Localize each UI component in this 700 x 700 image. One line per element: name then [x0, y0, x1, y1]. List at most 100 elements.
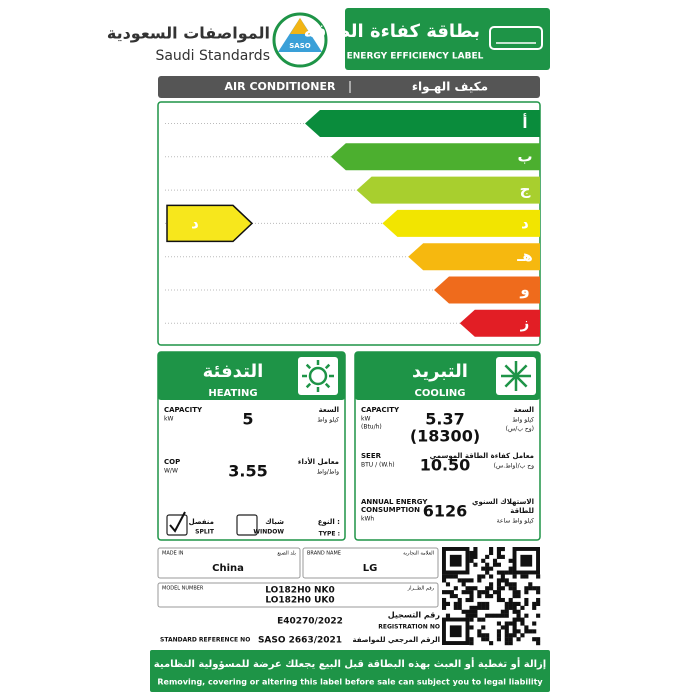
rating-letter: د [191, 214, 199, 232]
type-option-en: SPLIT [195, 529, 215, 536]
qr-module [500, 578, 505, 583]
qr-module [528, 586, 533, 591]
qr-module [485, 605, 490, 610]
qr-module [469, 625, 474, 630]
type-label-en: TYPE : [319, 531, 340, 538]
qr-module [504, 613, 509, 618]
row-label-en: ANNUAL ENERGY [361, 498, 428, 506]
qr-module [496, 547, 501, 552]
qr-module [496, 590, 501, 595]
qr-module [449, 594, 454, 599]
sun-ray [305, 382, 312, 389]
qr-module [504, 570, 509, 575]
qr-module [500, 547, 505, 552]
qr-module [500, 609, 505, 614]
product-bar [158, 76, 540, 98]
qr-module [532, 637, 537, 642]
logo-shape [278, 18, 322, 52]
row-unit-en: kWh [361, 516, 374, 523]
qr-module [496, 562, 501, 567]
row-unit-ar: واط/واط [317, 469, 339, 476]
qr-module [492, 613, 498, 618]
qr-module [508, 641, 513, 646]
qr-module [524, 625, 529, 630]
field-label: بلد الصنع [277, 551, 296, 557]
rating-arrow [166, 204, 254, 243]
qr-module [469, 590, 474, 595]
qr-module [453, 601, 458, 606]
panel-title-ar: التدفئة [203, 361, 264, 382]
qr-module [442, 597, 447, 603]
qr-module [512, 582, 517, 587]
row-value: 5.37 [425, 410, 464, 429]
qr-module [465, 578, 470, 583]
field-label-ar: رقم التسجيل [388, 611, 441, 620]
qr-module [485, 601, 490, 606]
qr-module [442, 590, 447, 595]
qr-module [508, 597, 513, 603]
qr-module [449, 590, 454, 595]
qr-module [453, 586, 458, 591]
row-label-en: COP [164, 458, 180, 466]
made-in-box [157, 547, 301, 579]
qr-module [504, 609, 509, 614]
qr-module [485, 590, 490, 595]
qr-module [536, 574, 541, 579]
qr-module [536, 601, 541, 606]
qr-module [473, 605, 478, 610]
row-label-ar: السعة [319, 406, 339, 414]
row-label-ar: السعة [514, 406, 534, 414]
qr-module [477, 617, 482, 622]
qr-module [469, 641, 474, 646]
qr-module [512, 574, 517, 579]
qr-module [496, 637, 501, 642]
qr-module [473, 550, 478, 556]
row-label-en: CONSUMPTION [361, 506, 420, 514]
qr-module [469, 586, 474, 591]
qr-module [485, 566, 490, 571]
qr-module [532, 601, 537, 606]
class-arrow [434, 276, 540, 304]
qr-module [508, 582, 513, 587]
qr-module [492, 590, 498, 595]
qr-module [512, 629, 517, 634]
registration-value: E40270/2022 [277, 617, 343, 627]
qr-module [465, 609, 470, 614]
field-label: STANDARD REFERENCE NO [160, 637, 250, 644]
type-checkbox [236, 514, 258, 536]
qr-module [504, 601, 509, 606]
sun-ray [305, 363, 312, 370]
qr-module [461, 578, 466, 583]
row-unit-en: kW [361, 416, 370, 423]
footer-en: Removing, covering or altering this labe… [157, 678, 543, 687]
logo-shape [290, 18, 310, 34]
qr-module [520, 621, 525, 626]
qr-module [457, 597, 462, 603]
qr-module [512, 609, 517, 614]
class-arrow [356, 176, 540, 204]
qr-finder-core [520, 554, 533, 567]
qr-module [516, 601, 521, 606]
class-arrow [382, 209, 540, 237]
qr-module [508, 566, 513, 571]
qr-module [449, 574, 454, 579]
qr-module [496, 594, 501, 599]
qr-module [504, 582, 509, 587]
row-unit-ar: كيلو واط [512, 417, 534, 424]
type-label-ar: النوع : [318, 518, 340, 526]
qr-module [485, 637, 490, 642]
qr-module [489, 547, 494, 552]
qr-module [512, 601, 517, 606]
title-ar: بطاقة كفاءة الطاقة [304, 21, 480, 42]
qr-module [469, 550, 474, 556]
qr-module [477, 590, 482, 595]
field-label: MODEL NUMBER [162, 586, 204, 592]
qr-module [477, 633, 482, 638]
qr-module [512, 633, 517, 638]
product-ar: مكيف الهـواء [412, 80, 488, 95]
field-label: BRAND NAME [307, 551, 341, 557]
qr-module [489, 586, 494, 591]
qr-module [477, 574, 482, 579]
qr-module [481, 617, 486, 622]
qr-module [477, 594, 482, 599]
